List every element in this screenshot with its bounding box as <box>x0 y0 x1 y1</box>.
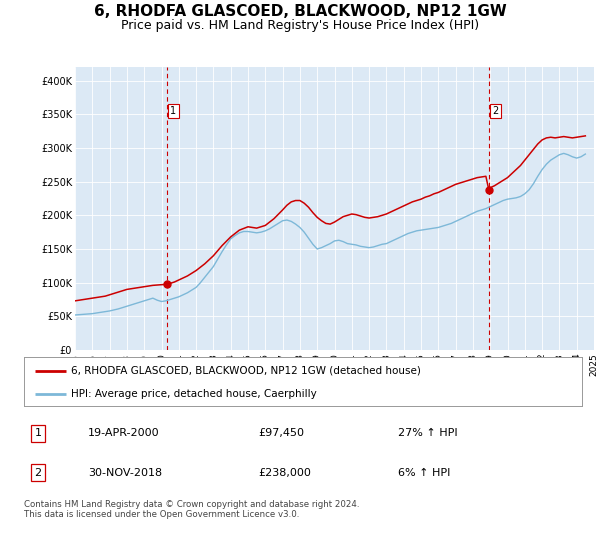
Text: 6, RHODFA GLASCOED, BLACKWOOD, NP12 1GW: 6, RHODFA GLASCOED, BLACKWOOD, NP12 1GW <box>94 4 506 19</box>
Text: 2: 2 <box>492 106 499 116</box>
Text: 2: 2 <box>34 468 41 478</box>
Text: 27% ↑ HPI: 27% ↑ HPI <box>398 428 457 438</box>
Text: Price paid vs. HM Land Registry's House Price Index (HPI): Price paid vs. HM Land Registry's House … <box>121 19 479 32</box>
Text: Contains HM Land Registry data © Crown copyright and database right 2024.
This d: Contains HM Land Registry data © Crown c… <box>24 500 359 519</box>
Text: £238,000: £238,000 <box>259 468 311 478</box>
Text: 6% ↑ HPI: 6% ↑ HPI <box>398 468 450 478</box>
Text: 1: 1 <box>170 106 176 116</box>
Text: £97,450: £97,450 <box>259 428 304 438</box>
Text: 19-APR-2000: 19-APR-2000 <box>88 428 160 438</box>
Text: 6, RHODFA GLASCOED, BLACKWOOD, NP12 1GW (detached house): 6, RHODFA GLASCOED, BLACKWOOD, NP12 1GW … <box>71 366 421 376</box>
Text: 30-NOV-2018: 30-NOV-2018 <box>88 468 162 478</box>
Text: HPI: Average price, detached house, Caerphilly: HPI: Average price, detached house, Caer… <box>71 389 317 399</box>
Text: 1: 1 <box>34 428 41 438</box>
